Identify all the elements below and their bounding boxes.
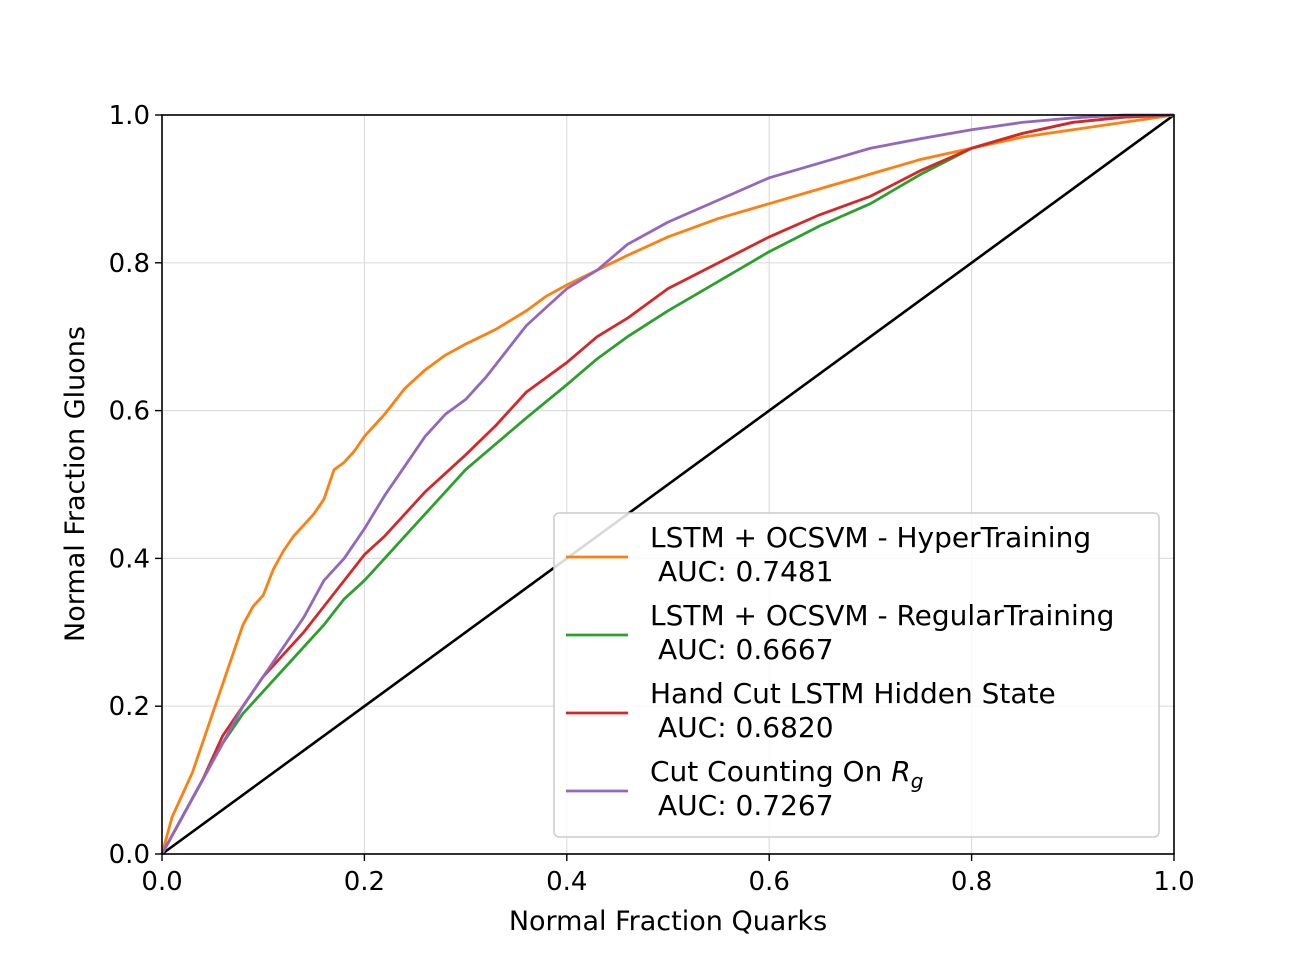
legend-auc: AUC: 0.7481 bbox=[658, 555, 834, 588]
plot-frame bbox=[161, 114, 1175, 855]
y-tick-label: 0.8 bbox=[109, 249, 150, 279]
series-layer bbox=[160, 113, 1175, 856]
x-tick-label: 0.0 bbox=[141, 867, 182, 897]
series-line-1 bbox=[160, 113, 1175, 855]
y-tick-label: 1.0 bbox=[109, 101, 150, 131]
legend-label: Hand Cut LSTM Hidden State bbox=[650, 677, 1056, 710]
y-tick-label: 0.0 bbox=[109, 840, 150, 870]
x-tick-label: 0.4 bbox=[546, 867, 587, 897]
legend-auc: AUC: 0.6820 bbox=[658, 711, 834, 744]
x-tick-label: 1.0 bbox=[1153, 867, 1194, 897]
series-line-2 bbox=[160, 113, 1175, 855]
x-axis-label: Normal Fraction Quarks bbox=[509, 906, 827, 937]
ticks: 0.0 0.2 0.4 0.6 0.8 1.0 0.0 0.2 0.4 0.6 0.8 1.0 bbox=[109, 101, 1195, 897]
y-axis-label: Normal Fraction Gluons bbox=[60, 326, 91, 642]
x-tick-label: 0.6 bbox=[749, 867, 790, 897]
legend-auc: AUC: 0.7267 bbox=[658, 789, 834, 822]
y-tick-label: 0.6 bbox=[109, 397, 150, 427]
y-tick-label: 0.2 bbox=[109, 692, 150, 722]
series-line-4 bbox=[160, 113, 1174, 855]
legend-label: LSTM + OCSVM - HyperTraining bbox=[650, 521, 1091, 554]
grid bbox=[161, 114, 1175, 855]
y-tick-label: 0.4 bbox=[109, 544, 150, 574]
x-tick-label: 0.8 bbox=[951, 867, 992, 897]
legend-auc: AUC: 0.6667 bbox=[658, 633, 834, 666]
x-tick-label: 0.2 bbox=[344, 867, 385, 897]
legend-label: LSTM + OCSVM - RegularTraining bbox=[650, 599, 1114, 632]
reference-diagonal-line bbox=[161, 113, 1175, 856]
legend-box bbox=[553, 512, 1160, 838]
legend-label: Cut Counting On Rg bbox=[650, 755, 923, 793]
